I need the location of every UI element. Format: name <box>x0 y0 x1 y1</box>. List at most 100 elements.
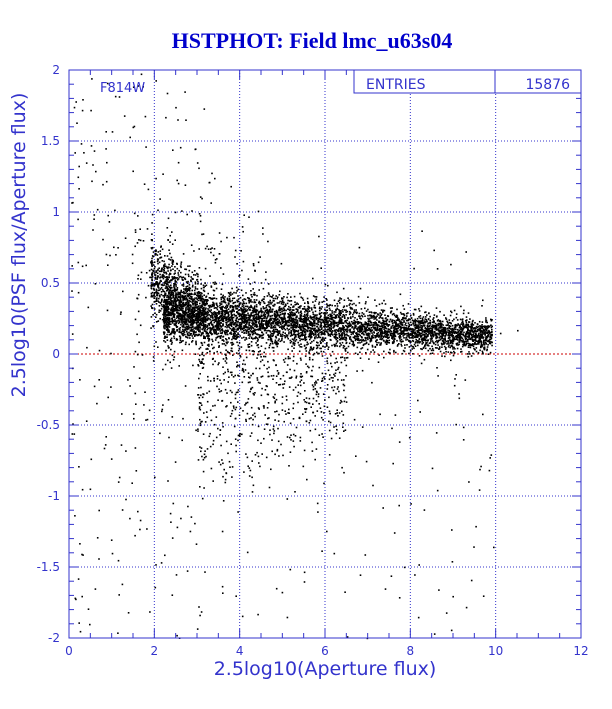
data-point <box>455 335 458 337</box>
data-point <box>229 306 231 309</box>
data-point <box>282 318 285 320</box>
data-point <box>372 315 374 318</box>
data-point <box>462 327 465 329</box>
data-point <box>384 333 387 336</box>
data-point <box>216 308 219 311</box>
data-point <box>167 311 169 314</box>
data-point <box>368 358 370 360</box>
data-point <box>436 332 438 335</box>
data-point <box>380 314 382 316</box>
data-point <box>214 329 216 332</box>
data-point <box>355 309 357 311</box>
data-point <box>414 318 416 321</box>
data-point <box>285 320 287 322</box>
data-point <box>419 321 422 324</box>
data-point <box>215 324 218 326</box>
data-point <box>230 316 232 318</box>
data-point <box>324 308 326 311</box>
data-point <box>186 332 189 335</box>
data-point <box>243 320 246 322</box>
data-point <box>415 335 418 337</box>
data-point <box>416 339 418 342</box>
data-point <box>420 332 422 335</box>
data-point <box>294 326 296 328</box>
data-point <box>193 311 196 314</box>
data-point <box>353 323 355 325</box>
data-point <box>341 334 344 336</box>
data-point <box>229 291 232 294</box>
data-point <box>294 330 297 333</box>
data-point <box>340 337 342 340</box>
data-point <box>414 329 416 331</box>
data-point <box>476 335 479 337</box>
data-point <box>405 327 407 329</box>
data-point <box>395 322 397 325</box>
data-point <box>370 351 372 353</box>
data-point <box>250 299 252 301</box>
data-point <box>400 329 402 332</box>
data-point <box>309 338 311 341</box>
data-point <box>393 351 395 353</box>
data-point <box>378 303 381 306</box>
data-point <box>342 326 344 328</box>
data-point <box>321 338 324 340</box>
data-point <box>275 310 277 313</box>
data-point <box>198 329 200 332</box>
data-point <box>467 324 469 327</box>
data-point <box>322 320 325 323</box>
data-point <box>289 339 291 342</box>
data-point <box>415 319 418 322</box>
data-point <box>340 344 342 346</box>
data-point <box>227 318 229 321</box>
data-point <box>283 341 285 343</box>
data-point <box>454 324 457 326</box>
data-point <box>175 339 178 341</box>
data-point <box>276 296 279 298</box>
data-point <box>263 327 265 330</box>
data-point <box>322 333 324 335</box>
data-point <box>165 326 167 328</box>
data-point <box>485 317 487 319</box>
data-point <box>395 321 397 324</box>
data-point <box>330 318 333 320</box>
data-point <box>371 311 373 314</box>
data-point <box>238 322 241 324</box>
data-point <box>232 337 234 339</box>
data-point <box>384 320 386 323</box>
data-point <box>269 336 272 339</box>
data-point <box>369 324 372 327</box>
data-point <box>386 336 389 339</box>
data-point <box>255 342 257 344</box>
data-point <box>237 320 239 323</box>
data-point <box>259 316 261 318</box>
data-point <box>240 313 243 316</box>
data-point <box>187 273 190 276</box>
data-point <box>345 314 347 316</box>
data-point <box>277 332 279 335</box>
data-point <box>482 325 485 328</box>
data-point <box>479 325 481 327</box>
data-point <box>481 336 484 338</box>
data-point <box>432 341 434 344</box>
data-point <box>421 343 423 345</box>
data-point <box>349 331 351 333</box>
data-point <box>268 330 271 332</box>
data-point <box>305 321 308 323</box>
data-point <box>332 323 334 326</box>
data-point <box>190 332 192 335</box>
data-point <box>441 343 443 346</box>
data-point <box>346 334 348 337</box>
data-point <box>225 331 228 333</box>
data-point <box>255 317 257 320</box>
data-point <box>235 330 237 333</box>
data-point <box>490 324 492 326</box>
data-point <box>218 321 221 323</box>
data-point <box>378 336 381 338</box>
data-point <box>429 327 432 329</box>
data-point <box>458 329 461 332</box>
data-point <box>272 328 275 331</box>
data-point <box>302 308 304 310</box>
data-point <box>426 335 429 337</box>
data-point <box>327 317 329 320</box>
data-point <box>352 315 354 318</box>
